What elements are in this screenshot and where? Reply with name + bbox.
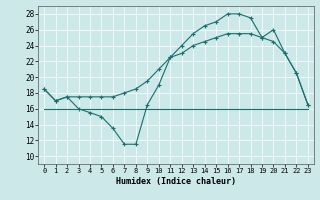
X-axis label: Humidex (Indice chaleur): Humidex (Indice chaleur)	[116, 177, 236, 186]
